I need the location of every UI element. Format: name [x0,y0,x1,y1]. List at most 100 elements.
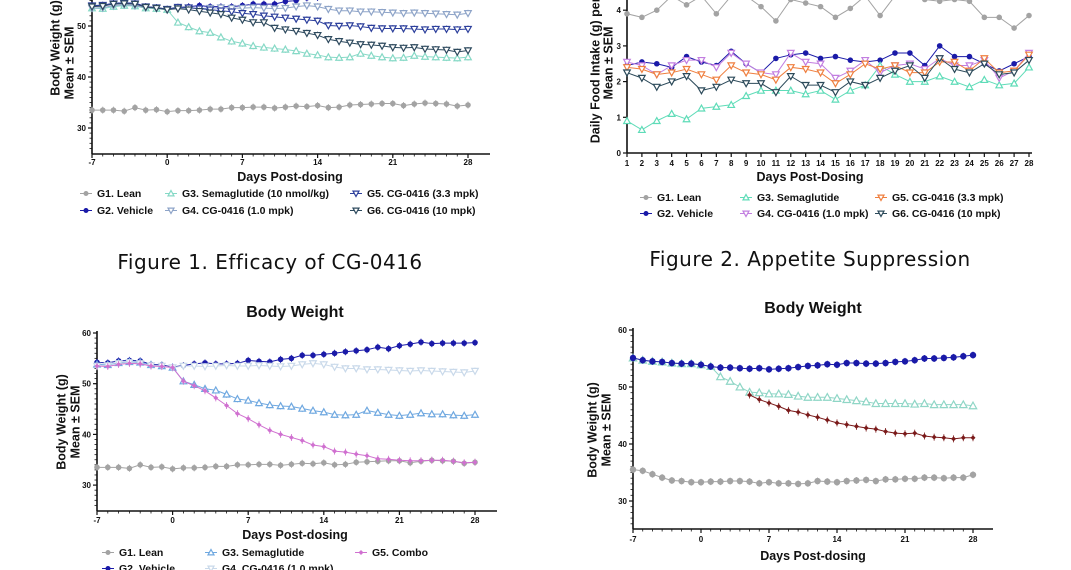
series-line [626,64,1030,131]
data-point [399,25,408,34]
data-point [191,383,197,389]
data-point [960,435,966,441]
data-point [459,411,469,419]
data-point [911,357,918,364]
data-point [373,408,383,416]
data-point [688,478,695,486]
data-point [321,444,327,450]
data-point [853,359,860,367]
data-point [395,411,404,419]
legend-label: G5. Combo [372,547,428,559]
data-point [259,42,269,51]
x-tick-label: 14 [833,535,842,544]
data-point [418,458,424,464]
series-g5-combo [94,359,478,467]
data-point [153,106,160,113]
data-point [99,107,106,113]
data-point [452,26,462,35]
data-point [795,409,801,415]
data-point [368,101,375,107]
data-point [921,355,928,362]
x-tick-label: 18 [876,159,885,168]
data-point [862,360,870,367]
data-point [935,55,944,63]
data-point [746,478,753,485]
data-point [110,107,117,113]
data-point [756,71,766,79]
data-point [291,46,301,55]
data-point [872,360,880,367]
data-point [431,46,441,54]
x-tick-label: 0 [165,158,170,167]
data-point [148,464,154,471]
x-tick-label: 1 [625,159,630,168]
data-point [291,3,301,12]
x-tick-label: 6 [699,159,704,168]
data-point [833,361,841,368]
data-point [682,73,691,81]
y-axis-label: Mean ± SEM [599,394,613,467]
data-point [461,460,467,466]
data-point [682,65,691,74]
data-point [438,409,447,418]
data-point [452,48,462,57]
data-point [224,403,230,409]
data-point [629,354,637,362]
series-line [626,45,1030,74]
data-point [287,362,296,371]
data-point [846,78,855,87]
data-point [785,364,792,372]
data-point [427,367,437,376]
data-point [622,69,632,78]
x-axis-label: Days Post-dosing [237,170,343,184]
legend-label: G2. Vehicle [657,208,713,220]
legend-item: G2. Vehicle [80,205,153,217]
data-point [245,462,251,468]
data-point [754,387,765,397]
data-point [308,360,318,368]
data-point [649,471,656,478]
data-point [261,104,267,110]
data-point [901,475,909,482]
y-axis-label: Body Weight (g) [48,0,62,96]
y-tick-label: 3 [617,42,622,51]
data-point [875,74,885,83]
legend-item: G3. Semaglutide (10 nmol/kg) [165,188,329,200]
data-point [248,19,258,27]
data-point [736,364,744,372]
data-point [931,434,937,440]
data-point [195,7,204,16]
x-tick-label: -7 [93,516,101,525]
data-point [741,91,751,100]
series-series-3 [747,391,976,443]
data-point [132,104,138,111]
data-point [824,361,831,368]
data-point [206,548,216,556]
data-point [678,477,685,485]
legend-item: G5. CG-0416 (3.3 mpk) [350,188,478,200]
data-point [994,80,1004,89]
legend-item: G4. CG-0416 (1.0 mpk) [740,208,868,220]
data-point [902,431,908,437]
data-point [919,398,930,408]
data-point [130,0,140,9]
data-point [746,365,753,372]
data-point [980,55,989,63]
data-point [342,449,348,455]
x-tick-label: 21 [901,535,910,544]
data-point [890,67,900,76]
data-point [185,107,192,114]
data-point [1009,69,1019,78]
data-point [396,342,403,349]
y-axis-label: Mean ± SEM [601,27,615,100]
data-point [308,406,318,414]
data-point [116,361,122,367]
data-point [452,53,462,62]
data-point [213,395,219,401]
data-point [256,422,262,428]
series-g5-cg-0416-3-3-mpk- [622,51,1034,88]
data-point [832,53,839,60]
data-point [353,451,359,457]
data-point [930,474,938,481]
data-point [432,100,439,107]
